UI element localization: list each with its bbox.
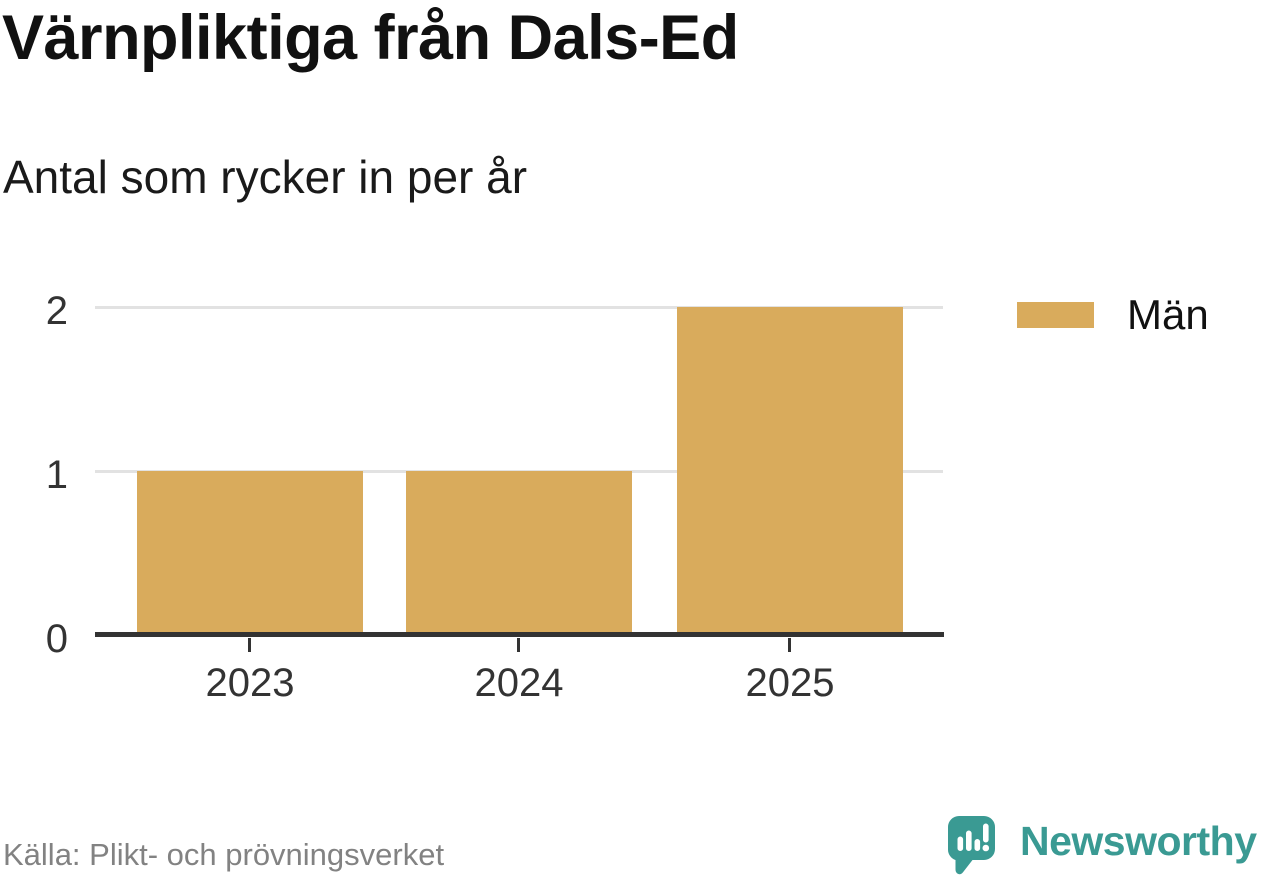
x-axis-line xyxy=(95,632,944,637)
legend-swatch-man xyxy=(1017,302,1094,328)
bar-2023 xyxy=(137,471,363,635)
gridline-y2 xyxy=(95,306,943,309)
x-axis-tick-2024 xyxy=(517,638,520,652)
x-axis-tick-2023 xyxy=(248,638,251,652)
source-note: Källa: Plikt- och prövningsverket xyxy=(3,837,445,872)
x-axis-label-2023: 2023 xyxy=(205,661,295,705)
brand-logo: Newsworthy xyxy=(948,816,1257,875)
x-axis-label-2025: 2025 xyxy=(745,661,835,705)
chart-subtitle: Antal som rycker in per år xyxy=(3,151,528,203)
x-axis-tick-2025 xyxy=(788,638,791,652)
x-axis-label-2024: 2024 xyxy=(474,661,564,705)
y-axis-label-1: 1 xyxy=(45,453,68,497)
bar-2024 xyxy=(406,471,632,635)
chart-title: Värnpliktiga från Dals-Ed xyxy=(2,3,739,73)
y-axis-label-2: 2 xyxy=(45,289,68,333)
newsworthy-speech-bubble-chart-icon xyxy=(948,816,995,875)
y-axis-label-0: 0 xyxy=(45,617,68,661)
legend-label-man: Män xyxy=(1127,291,1209,338)
brand-name: Newsworthy xyxy=(1020,818,1257,864)
bar-2025 xyxy=(677,307,903,635)
